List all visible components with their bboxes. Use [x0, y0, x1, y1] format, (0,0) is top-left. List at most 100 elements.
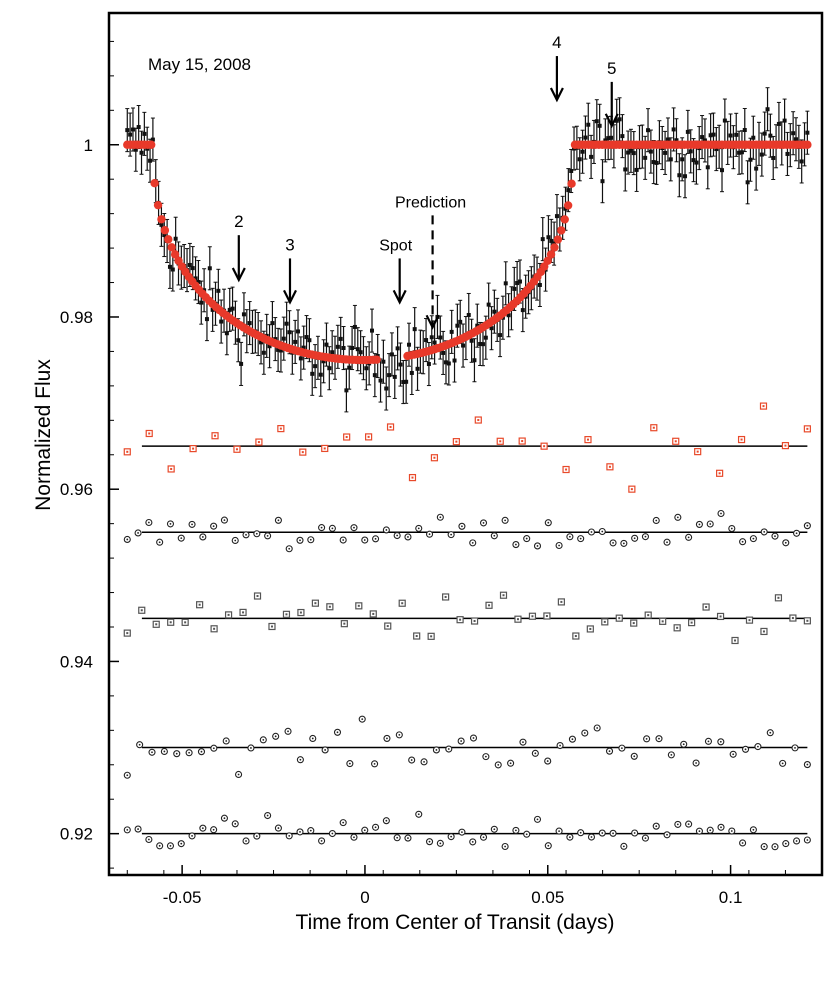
flux-point	[489, 306, 494, 351]
residual-marker-dot	[601, 832, 604, 834]
residual-marker-dot	[367, 435, 370, 438]
flux-marker	[517, 279, 522, 284]
residual-marker-dot	[682, 743, 685, 746]
residual-marker-dot	[525, 537, 528, 540]
y-tick-label: 0.94	[60, 652, 93, 671]
model-point	[803, 140, 812, 149]
observed-flux-points	[125, 87, 810, 413]
residual-marker-dot	[343, 622, 346, 625]
residual-marker-dot	[473, 620, 476, 623]
date-label: May 15, 2008	[148, 55, 251, 74]
flux-marker	[705, 165, 710, 170]
residual-marker-dot	[633, 755, 636, 758]
residual-marker-dot	[608, 465, 611, 468]
y-tick-label: 0.92	[60, 825, 93, 844]
flux-point	[441, 330, 446, 375]
residual-marker-dot	[299, 611, 302, 614]
flux-marker	[267, 344, 272, 349]
flux-marker	[443, 360, 448, 365]
residual-marker-dot	[428, 533, 431, 536]
residual-marker-dot	[484, 755, 487, 758]
model-point	[567, 179, 576, 188]
residual-marker-dot	[547, 521, 550, 524]
flux-marker	[227, 307, 232, 312]
residual-marker-dot	[493, 828, 496, 831]
arrow-head	[425, 314, 440, 330]
residual-marker-dot	[546, 760, 549, 762]
flux-point	[370, 308, 375, 353]
residual-marker-dot	[372, 612, 375, 615]
arrow-label: 2	[234, 212, 243, 231]
residual-marker-dot	[762, 405, 765, 408]
residual-marker-dot	[212, 525, 215, 528]
residual-marker-dot	[502, 594, 505, 597]
residual-marker-dot	[336, 731, 339, 734]
flux-point	[239, 341, 244, 386]
residual-marker-dot	[401, 602, 404, 605]
flux-marker	[663, 150, 668, 155]
flux-marker	[674, 138, 679, 143]
residual-marker-dot	[794, 746, 796, 749]
flux-point	[378, 358, 383, 403]
y-tick-label: 0.98	[60, 308, 93, 327]
flux-marker	[702, 138, 707, 143]
residual-marker-dot	[471, 541, 474, 544]
residual-marker-dot	[200, 750, 203, 753]
model-point	[560, 215, 569, 224]
residual-marker-dot	[198, 603, 201, 606]
residual-marker-dot	[415, 635, 418, 638]
flux-marker	[364, 366, 369, 371]
flux-marker	[549, 238, 554, 243]
arrow-label: 4	[552, 33, 561, 52]
residual-marker-dot	[433, 456, 436, 459]
flux-marker	[799, 159, 804, 164]
flux-point	[276, 327, 281, 372]
flux-marker	[503, 281, 508, 286]
flux-point	[683, 154, 688, 199]
residual-marker-dot	[630, 488, 633, 491]
model-point	[150, 178, 159, 188]
residual-marker-dot	[324, 749, 327, 751]
flux-marker	[358, 350, 363, 355]
x-tick-label: 0.05	[531, 888, 564, 907]
residual-marker-dot	[126, 828, 129, 831]
residual-marker-dot	[214, 434, 217, 437]
residual-marker-dot	[676, 823, 679, 826]
flux-point	[259, 320, 264, 365]
flux-marker	[310, 371, 315, 376]
flux-point	[210, 287, 215, 332]
flux-marker	[745, 180, 750, 185]
flux-marker	[480, 342, 485, 347]
residual-marker-dot	[460, 740, 463, 742]
flux-marker	[714, 147, 719, 152]
residual-marker-dot	[707, 740, 710, 743]
flux-marker	[762, 131, 767, 136]
flux-marker	[355, 347, 360, 352]
residual-marker-dot	[644, 837, 647, 840]
residual-marker-dot	[342, 539, 345, 541]
residual-marker-dot	[666, 541, 668, 544]
flux-point	[355, 327, 360, 372]
flux-marker	[603, 138, 608, 143]
residual-marker-dot	[509, 762, 512, 765]
model-point	[543, 256, 552, 266]
transit-model-curve	[123, 140, 812, 365]
residual-marker-dot	[655, 519, 658, 522]
residual-marker-dot	[590, 531, 593, 533]
residual-marker-dot	[774, 845, 776, 848]
residual-marker-dot	[732, 753, 735, 756]
residual-marker-dot	[270, 625, 273, 628]
residual-marker-dot	[590, 836, 593, 838]
flux-point	[768, 113, 773, 158]
flux-point	[722, 98, 727, 143]
residual-marker-dot	[525, 833, 528, 836]
flux-point	[381, 339, 386, 384]
flux-point	[674, 118, 679, 163]
flux-marker	[392, 374, 397, 379]
flux-point	[580, 129, 585, 174]
residual-marker-dot	[806, 839, 809, 841]
residual-marker-dot	[126, 450, 129, 453]
flux-marker	[415, 366, 420, 371]
residual-marker-dot	[687, 536, 690, 539]
residual-marker-dot	[482, 836, 485, 839]
